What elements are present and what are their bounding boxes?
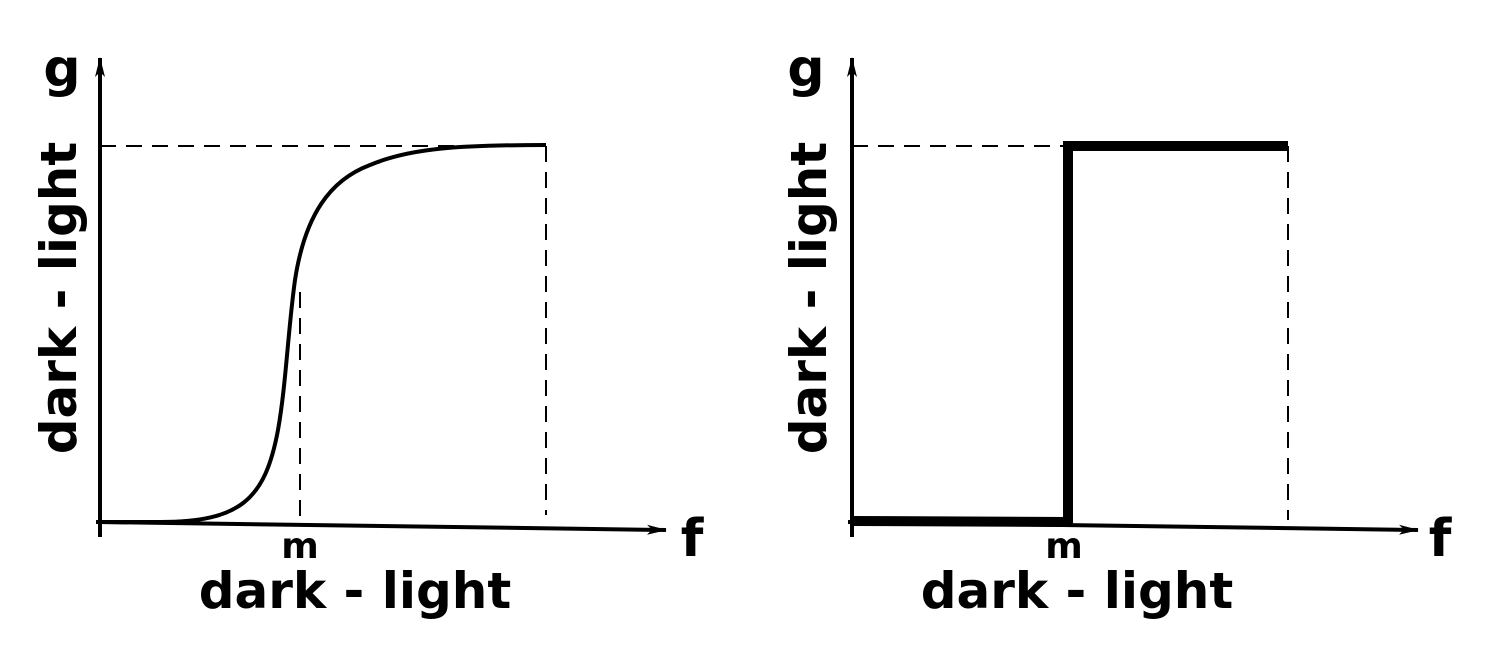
m-label: m [1045, 526, 1083, 567]
x-axis-label: dark - light [199, 562, 512, 620]
x-axis-symbol: f [1429, 509, 1453, 569]
step-panel: g dark - light m f dark - light [780, 39, 1453, 620]
m-label: m [281, 526, 319, 567]
x-axis-symbol: f [681, 509, 705, 569]
step-curve [851, 141, 1288, 528]
y-axis-symbol: g [787, 39, 824, 99]
sigmoid-panel: g dark - light m f dark - light [30, 39, 705, 620]
y-axis-label: dark - light [780, 142, 838, 455]
x-axis-label: dark - light [921, 562, 1234, 620]
x-axis [95, 520, 667, 535]
y-axis-label: dark - light [30, 142, 88, 455]
y-axis-symbol: g [43, 39, 80, 99]
sigmoid-curve [100, 143, 547, 524]
